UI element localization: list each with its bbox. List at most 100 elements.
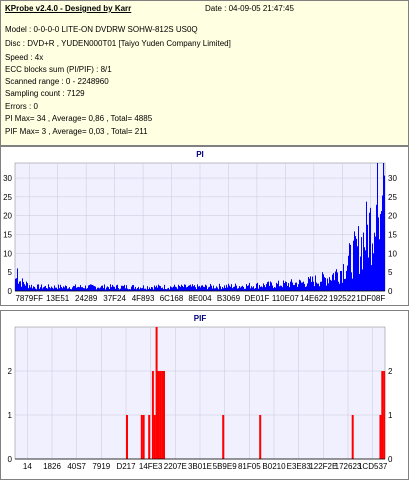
pi-bar (254, 288, 255, 291)
pi-bar (204, 287, 205, 291)
pi-bar (112, 284, 113, 291)
y-tick-label: 0 (8, 287, 13, 296)
pi-bar (366, 201, 367, 291)
pi-bar (191, 286, 192, 291)
pi-bar (314, 286, 315, 291)
pi-bar (47, 288, 48, 291)
pi-bar (278, 280, 279, 291)
y-tick-label-right: 20 (388, 212, 397, 221)
pi-bar (86, 288, 87, 291)
pi-bar (338, 281, 339, 291)
pi-bar (337, 272, 338, 291)
pi-bar (142, 287, 143, 291)
pi-bar (252, 287, 253, 291)
pif-bar (161, 371, 164, 459)
pi-bar (263, 283, 264, 291)
pi-bar (136, 289, 137, 291)
pi-bar (372, 243, 373, 291)
pi-bar (33, 286, 34, 291)
pi-bar (161, 288, 162, 291)
pi-bar (172, 287, 173, 291)
pi-bar (104, 284, 105, 291)
disc-text: Disc : DVD+R , YUDEN000T01 [Taiyo Yuden … (5, 39, 231, 48)
pi-bar (384, 175, 385, 291)
pi-bar (176, 287, 177, 291)
pi-bar (291, 279, 292, 291)
pi-bar (17, 268, 18, 291)
pi-bar (353, 240, 354, 291)
pi-bar (21, 286, 22, 291)
pi-chart-panel: PI 0 0 5 5 10 10 15 15 20 20 25 25 30 30 7879FF 13E51 242… (0, 146, 409, 306)
pi-bar (190, 284, 191, 291)
x-tick-label: B0210 (262, 462, 286, 471)
pi-bar (114, 287, 115, 291)
pi-bar (268, 281, 269, 291)
pi-bar (279, 286, 280, 291)
pi-bar (225, 287, 226, 291)
pi-bar (16, 278, 17, 291)
pi-bar (305, 286, 306, 291)
pi-bar (70, 289, 71, 291)
x-tick-label: B3069 (217, 294, 241, 303)
pi-bar (215, 288, 216, 291)
y-tick-label: 0 (8, 455, 13, 464)
pi-bar (28, 288, 29, 291)
pi-bar (274, 287, 275, 291)
x-tick-label: 1DF08F (356, 294, 385, 303)
pi-bar (93, 285, 94, 291)
pi-bar (98, 287, 99, 291)
pi-bar (24, 284, 25, 291)
x-tick-label: 172623 (335, 462, 362, 471)
pi-bar (358, 226, 359, 291)
chart-title: PI (196, 150, 204, 159)
scanned-text: Scanned range : 0 - 2248960 (5, 77, 109, 86)
y-tick-label-right: 1 (388, 411, 393, 420)
pi-bar (219, 283, 220, 291)
pi-bar (56, 287, 57, 291)
pi-bar (378, 217, 379, 291)
pi-bar (290, 281, 291, 291)
pi-bar (198, 286, 199, 291)
pi-bar (316, 282, 317, 291)
pi-bar (64, 287, 65, 291)
y-tick-label-right: 25 (388, 193, 397, 202)
pi-bar (212, 288, 213, 291)
pi-bar (304, 283, 305, 291)
pi-bar (166, 289, 167, 291)
pi-bar (80, 285, 81, 291)
pif-bar (148, 415, 151, 459)
pi-bar (221, 289, 222, 291)
pi-bar (77, 287, 78, 291)
pi-bar (59, 288, 60, 291)
pi-bar (287, 285, 288, 291)
pi-bar (348, 255, 349, 291)
pi-bar (228, 283, 229, 291)
pi-bar (216, 286, 217, 291)
x-tick-label: 6C168 (160, 294, 184, 303)
pi-bar (73, 285, 74, 291)
pi-bar (124, 284, 125, 291)
pi-bar (50, 288, 51, 291)
pi-bar (138, 286, 139, 291)
pi-bar (155, 287, 156, 291)
pi-bar (94, 286, 95, 291)
pi-bar (51, 286, 52, 291)
pi-bar (58, 284, 59, 291)
pi-bar (273, 288, 274, 291)
pi-bar (72, 287, 73, 291)
pi-bar (237, 288, 238, 291)
pi-bar (118, 288, 119, 291)
pi-bar (171, 287, 172, 291)
pi-bar (126, 285, 127, 291)
pif-chart-panel: PIF 0 0 1 1 2 2 14 1826 40S7 7919 D217 14FE3 2207E 3B0… (0, 310, 409, 480)
pi-bar (65, 285, 66, 291)
pi-bar (306, 286, 307, 291)
pif-bar (140, 415, 143, 459)
pi-bar (315, 275, 316, 291)
pi-bar (66, 286, 67, 291)
pi-bar (159, 285, 160, 291)
chart-title: PIF (194, 314, 207, 323)
pi-bar (283, 280, 284, 291)
errors-text: Errors : 0 (5, 102, 38, 111)
y-tick-label: 2 (8, 367, 13, 376)
